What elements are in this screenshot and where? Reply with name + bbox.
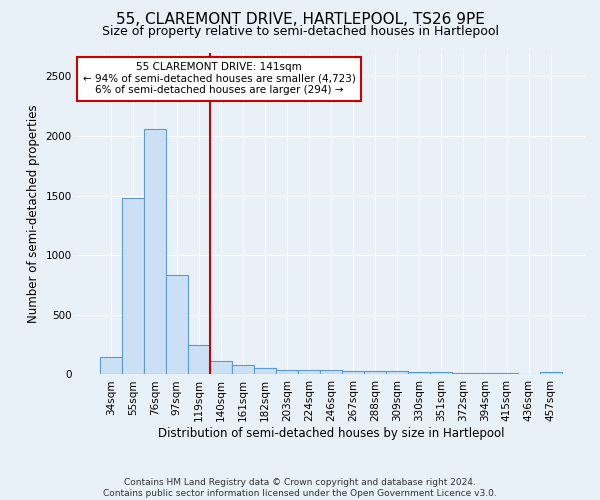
Bar xyxy=(210,360,232,374)
Y-axis label: Number of semi-detached properties: Number of semi-detached properties xyxy=(27,104,40,323)
Bar xyxy=(540,372,562,374)
Bar xyxy=(386,371,408,374)
Bar xyxy=(100,356,122,374)
Bar xyxy=(452,372,474,374)
Text: 55 CLAREMONT DRIVE: 141sqm
← 94% of semi-detached houses are smaller (4,723)
6% : 55 CLAREMONT DRIVE: 141sqm ← 94% of semi… xyxy=(83,62,355,96)
Bar xyxy=(188,344,210,374)
Bar xyxy=(320,370,342,374)
Bar xyxy=(342,370,364,374)
Text: Contains HM Land Registry data © Crown copyright and database right 2024.
Contai: Contains HM Land Registry data © Crown c… xyxy=(103,478,497,498)
Bar xyxy=(254,368,276,374)
Bar xyxy=(276,370,298,374)
Bar xyxy=(298,370,320,374)
Bar xyxy=(166,275,188,374)
X-axis label: Distribution of semi-detached houses by size in Hartlepool: Distribution of semi-detached houses by … xyxy=(158,427,504,440)
Bar xyxy=(232,365,254,374)
Bar xyxy=(474,373,496,374)
Bar xyxy=(408,372,430,374)
Text: 55, CLAREMONT DRIVE, HARTLEPOOL, TS26 9PE: 55, CLAREMONT DRIVE, HARTLEPOOL, TS26 9P… xyxy=(116,12,484,28)
Text: Size of property relative to semi-detached houses in Hartlepool: Size of property relative to semi-detach… xyxy=(101,25,499,38)
Bar xyxy=(364,371,386,374)
Bar xyxy=(430,372,452,374)
Bar xyxy=(144,129,166,374)
Bar xyxy=(122,198,144,374)
